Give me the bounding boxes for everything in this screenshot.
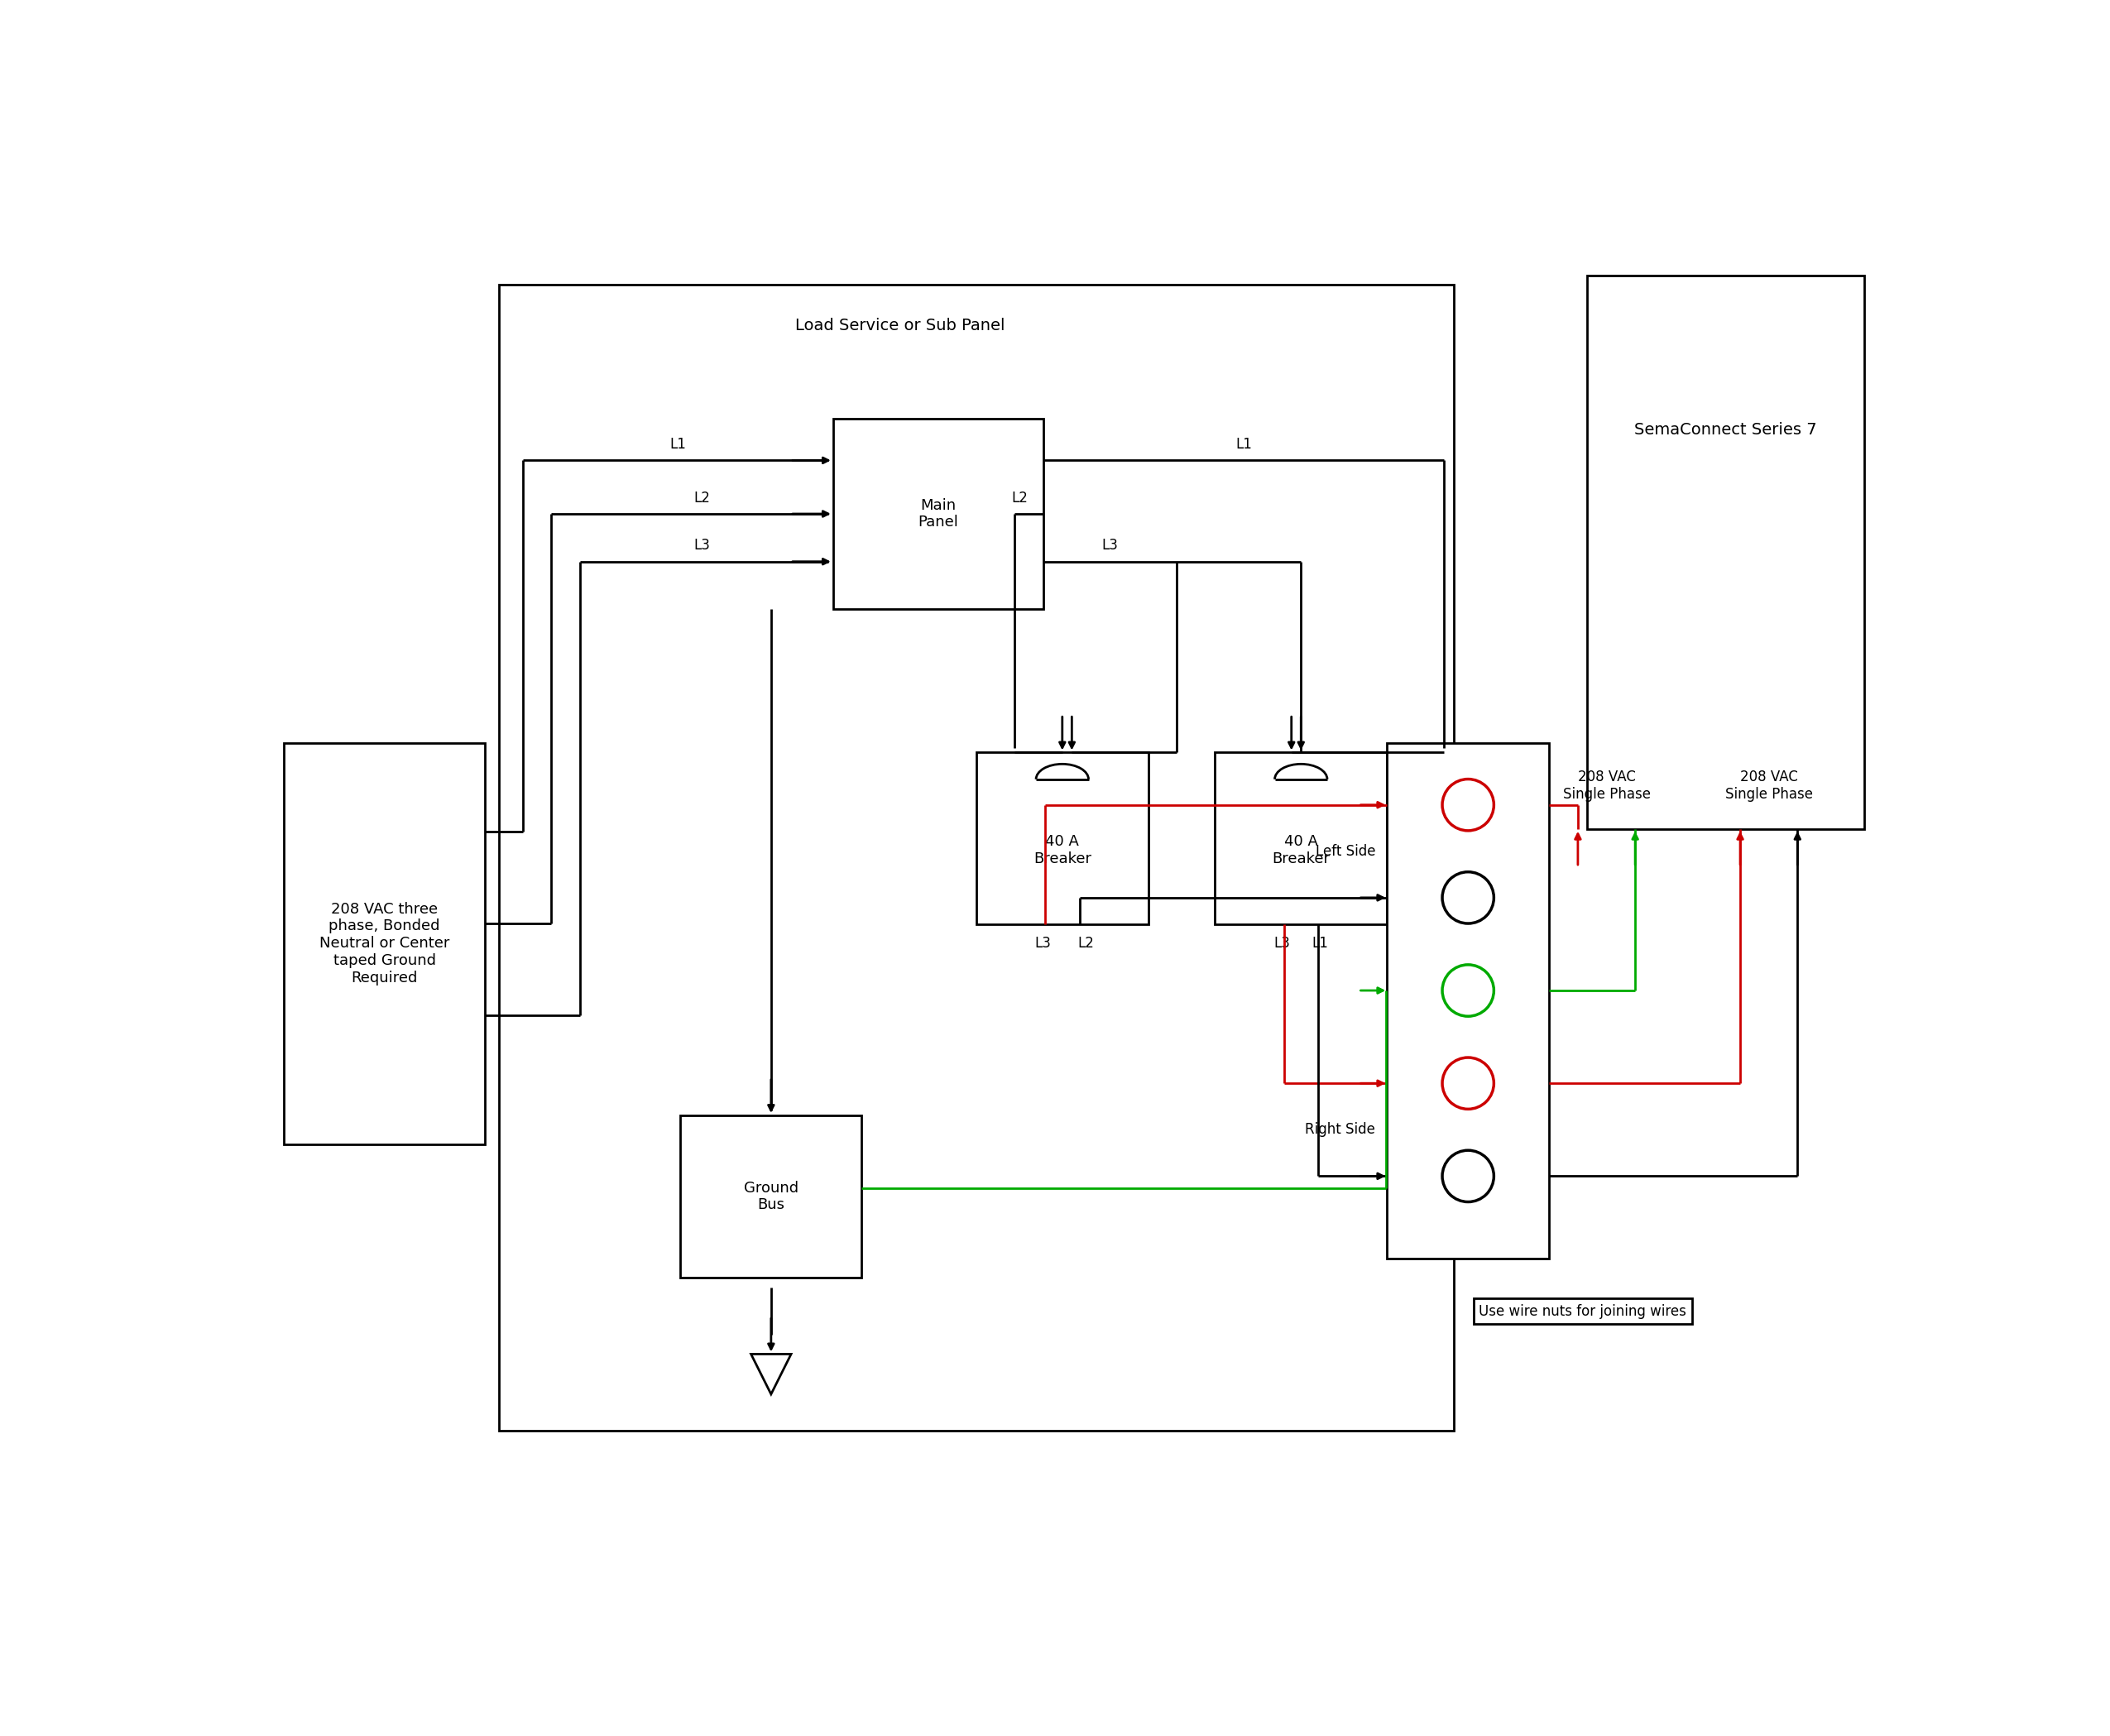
Bar — [498, 285, 1454, 1430]
Polygon shape — [751, 1354, 791, 1394]
Text: L2: L2 — [1078, 936, 1095, 951]
Text: L1: L1 — [669, 437, 686, 451]
Text: L3: L3 — [1274, 936, 1289, 951]
Text: L2: L2 — [1011, 490, 1028, 505]
Circle shape — [1443, 965, 1494, 1016]
Text: L3: L3 — [694, 538, 711, 554]
Bar — [833, 418, 1042, 609]
Text: L3: L3 — [1101, 538, 1118, 554]
Bar — [1386, 743, 1549, 1259]
Text: L1: L1 — [1312, 936, 1329, 951]
Bar — [285, 743, 485, 1144]
Text: Load Service or Sub Panel: Load Service or Sub Panel — [795, 318, 1004, 333]
Text: 208 VAC three
phase, Bonded
Neutral or Center
taped Ground
Required: 208 VAC three phase, Bonded Neutral or C… — [319, 901, 449, 986]
Text: Use wire nuts for joining wires: Use wire nuts for joining wires — [1479, 1304, 1686, 1319]
Circle shape — [1443, 1057, 1494, 1109]
Text: Left Side: Left Side — [1315, 844, 1376, 859]
Bar — [977, 753, 1148, 924]
Text: 40 A
Breaker: 40 A Breaker — [1034, 833, 1091, 866]
Circle shape — [1443, 871, 1494, 924]
Circle shape — [1443, 1151, 1494, 1201]
Circle shape — [1443, 779, 1494, 830]
Bar — [1587, 274, 1865, 830]
Text: Ground
Bus: Ground Bus — [743, 1180, 798, 1212]
Text: SemaConnect Series 7: SemaConnect Series 7 — [1635, 422, 1817, 437]
Bar — [1215, 753, 1386, 924]
Text: L2: L2 — [694, 490, 711, 505]
Text: Main
Panel: Main Panel — [918, 498, 958, 529]
Text: 208 VAC
Single Phase: 208 VAC Single Phase — [1564, 771, 1650, 802]
Text: 40 A
Breaker: 40 A Breaker — [1272, 833, 1329, 866]
Text: L1: L1 — [1236, 437, 1251, 451]
Text: Right Side: Right Side — [1306, 1121, 1376, 1137]
Text: L3: L3 — [1036, 936, 1051, 951]
Bar — [679, 1116, 861, 1278]
Text: 208 VAC
Single Phase: 208 VAC Single Phase — [1726, 771, 1812, 802]
